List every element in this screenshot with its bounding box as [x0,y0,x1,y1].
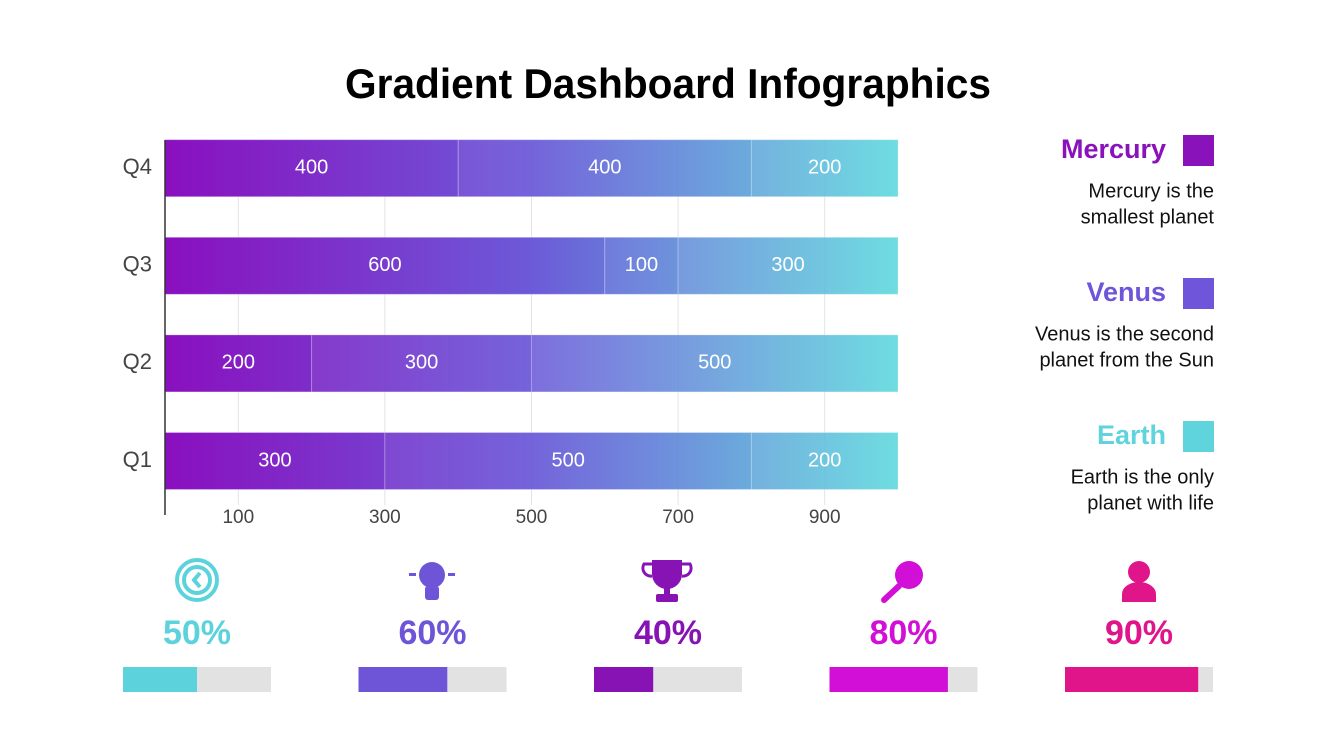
bar-segment [457,139,752,198]
kpi-label: 90% [1105,614,1173,652]
x-tick-label: 500 [516,507,548,528]
kpi-bar [1065,667,1199,692]
kpi-label: 60% [398,614,466,652]
bar-segment [384,432,752,490]
kpi-label: 80% [869,614,937,652]
data-label: 100 [625,254,658,276]
kpi-bar [829,667,948,692]
legend-label: Earth [1097,420,1166,450]
legend-description: planet from the Sun [1039,349,1214,371]
x-tick-label: 300 [369,507,401,528]
x-tick-label: 900 [809,507,841,528]
legend-swatch [1183,278,1214,309]
data-label: 500 [698,352,731,374]
trophy-icon [641,560,693,602]
data-label: 300 [771,254,804,276]
bar-segment [677,236,899,295]
legend-description: Mercury is the [1088,180,1214,202]
legend-description: Earth is the only [1071,466,1214,488]
kpi-label: 40% [634,614,702,652]
data-label: 400 [295,156,328,178]
data-label: 200 [222,352,255,374]
legend-label: Venus [1086,277,1166,307]
data-label: 200 [808,156,841,178]
legend-description: planet with life [1087,492,1214,514]
legend-description: Venus is the second [1035,323,1214,345]
x-tick-label: 700 [662,507,694,528]
kpi-bar [123,667,197,692]
bulb-icon [409,562,455,600]
kpi-label: 50% [163,614,231,652]
icons [175,558,1156,603]
y-tick-label: Q3 [123,252,152,277]
person-icon [1122,561,1156,602]
y-tick-label: Q2 [123,349,152,374]
data-label: 400 [588,156,621,178]
clock-icon [175,558,219,602]
bar-segment [750,139,899,198]
data-label: 300 [405,352,438,374]
y-tick-label: Q4 [123,154,152,179]
bar-segment [604,236,679,295]
legend-swatch [1183,135,1214,166]
legend-swatch [1183,421,1214,452]
y-tick-label: Q1 [123,447,152,472]
bar-segment [750,432,899,490]
kpi-bar [358,667,448,692]
data-label: 600 [368,254,401,276]
bar-segment [164,236,606,295]
kpi-bar [594,667,654,692]
data-label: 500 [551,449,584,471]
legend-label: Mercury [1061,134,1166,164]
bar-segment [531,334,899,393]
data-label: 300 [258,449,291,471]
data-label: 200 [808,449,841,471]
chart-title: Gradient Dashboard Infographics [345,60,991,107]
magnifier-icon [881,561,923,603]
legend-description: smallest planet [1081,206,1215,228]
x-tick-label: 100 [222,507,254,528]
